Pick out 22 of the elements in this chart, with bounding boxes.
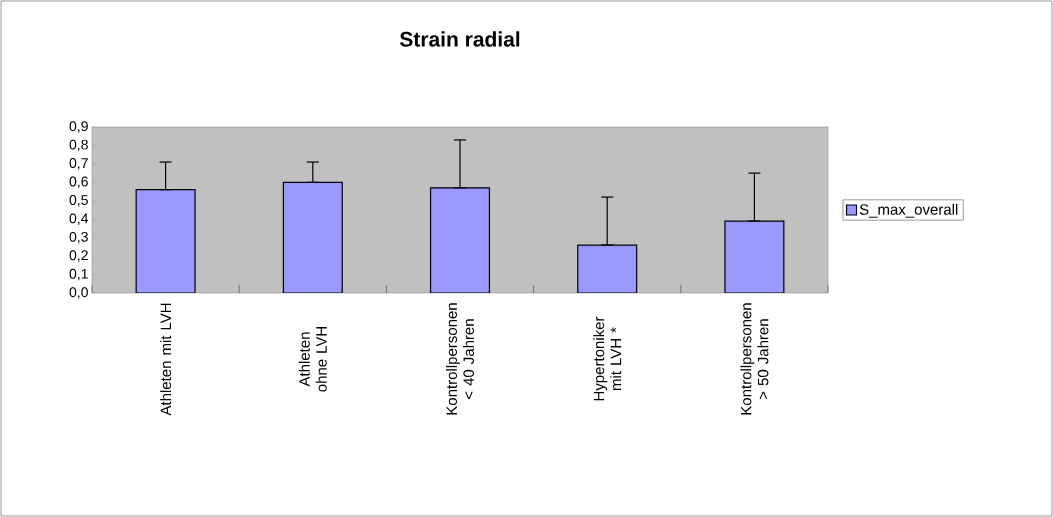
x-tick-label: Kontrollpersonen > 50 Jahren <box>740 303 769 415</box>
x-tick-label: Hypertoniker mit LVH * <box>593 316 622 401</box>
x-tick-label: Athleten mit LVH <box>160 303 172 416</box>
y-tick-label: 0,2 <box>69 250 88 262</box>
bar <box>282 181 343 293</box>
bar <box>724 220 785 293</box>
y-tick-label: 0,3 <box>69 231 88 244</box>
bar <box>429 187 491 293</box>
x-tick-label: Kontrollpersonen < 40 Jahren <box>445 303 475 415</box>
bar <box>577 244 638 293</box>
y-tick-label: 0,7 <box>69 158 88 170</box>
y-tick-label: 0,5 <box>69 194 88 207</box>
y-tick-label: 0,4 <box>69 213 89 226</box>
legend-label: S_max_overall <box>859 203 958 218</box>
y-tick-label: 0,1 <box>69 268 88 281</box>
y-tick-label: 0,6 <box>69 176 88 189</box>
x-tick-label: Athleten ohne LVH <box>298 327 327 392</box>
y-tick-label: 0,9 <box>69 121 88 133</box>
bar <box>135 189 196 293</box>
y-tick-label: 0,8 <box>69 139 88 152</box>
y-tick-label: 0,0 <box>69 287 88 299</box>
chart-title: Strain radial <box>399 31 520 47</box>
